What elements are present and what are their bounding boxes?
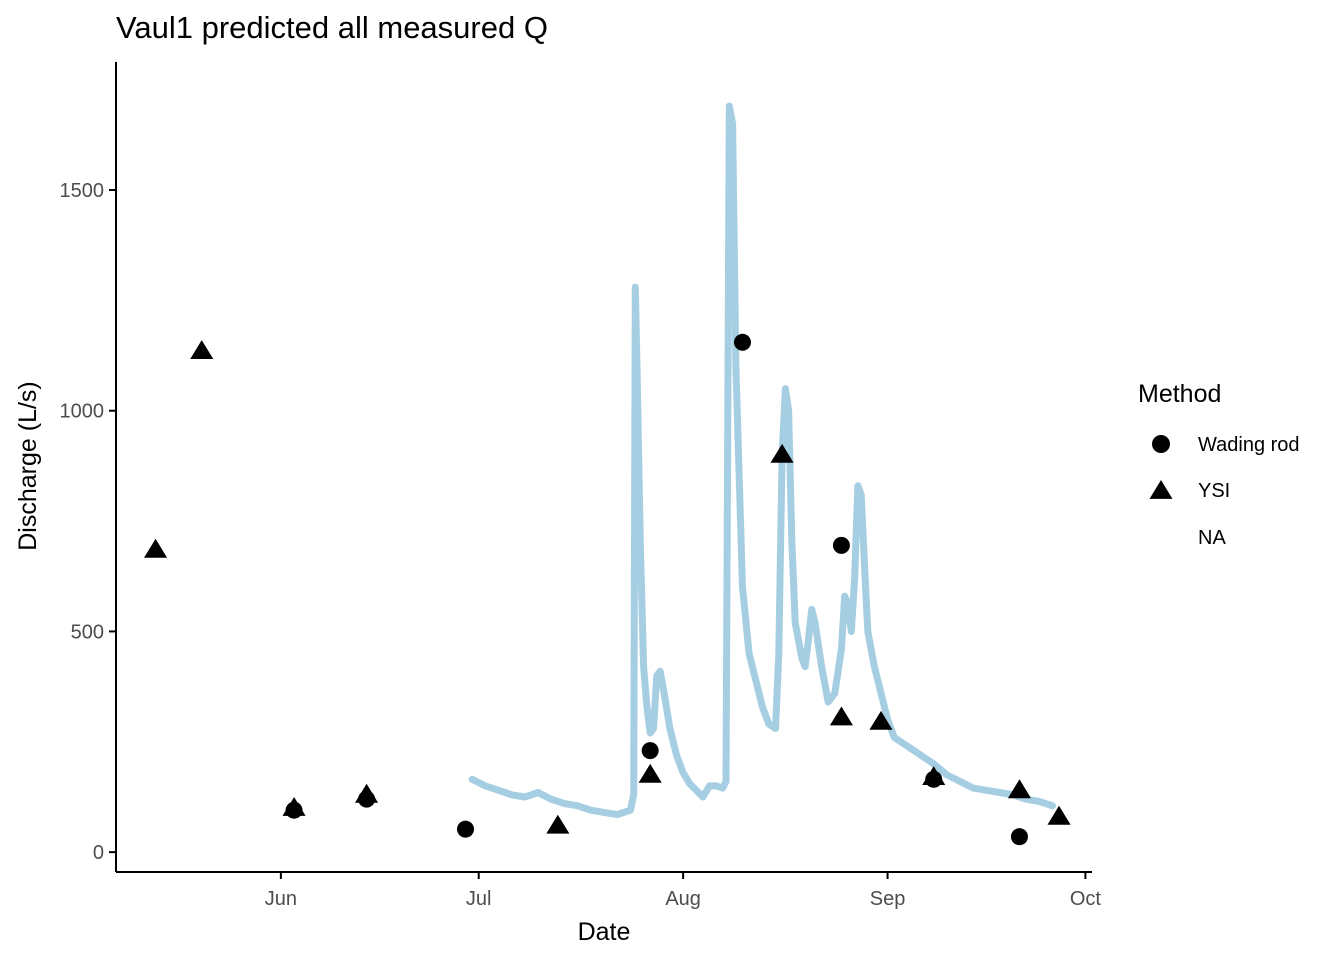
legend-title: Method xyxy=(1138,380,1221,408)
ysi-point xyxy=(144,538,168,558)
y-tick-label: 0 xyxy=(93,842,104,864)
ysi-point xyxy=(1007,779,1031,799)
x-tick-label: Aug xyxy=(665,888,701,910)
y-axis-ticks: 0 500 1000 1500 xyxy=(60,180,116,864)
x-tick-label: Sep xyxy=(870,888,906,910)
ysi-point xyxy=(355,783,379,803)
wading-rod-point xyxy=(457,820,475,838)
ysi-point xyxy=(770,443,794,463)
y-tick-label: 1500 xyxy=(60,180,105,202)
ysi-point xyxy=(1047,805,1071,825)
x-tick-label: Oct xyxy=(1070,888,1102,910)
y-tick-label: 1000 xyxy=(60,401,105,423)
x-tick-label: Jul xyxy=(466,888,492,910)
predicted-discharge-line xyxy=(468,102,1056,819)
y-tick-label: 500 xyxy=(71,621,104,643)
legend-label: YSI xyxy=(1198,480,1230,502)
legend-key-wading-rod xyxy=(1152,435,1170,453)
legend: Method Wading rod YSI NA xyxy=(1138,380,1300,549)
ysi-point xyxy=(190,340,214,359)
ysi-point xyxy=(546,814,570,834)
wading-rod-point xyxy=(1010,828,1028,846)
ysi-point xyxy=(869,710,893,730)
ysi-point xyxy=(829,706,853,726)
x-tick-label: Jun xyxy=(265,888,297,910)
ysi-point xyxy=(638,763,662,783)
ysi-point xyxy=(282,797,306,816)
ysi-point xyxy=(922,766,946,785)
x-axis-title: Date xyxy=(578,918,631,946)
legend-label: NA xyxy=(1198,527,1226,549)
legend-label: Wading rod xyxy=(1198,434,1300,456)
chart-title: Vaul1 predicted all measured Q xyxy=(116,10,548,45)
wading-rod-point xyxy=(733,333,751,351)
legend-key-ysi xyxy=(1149,480,1173,499)
x-axis-ticks: Jun Jul Aug Sep Oct xyxy=(265,872,1102,910)
plot-area xyxy=(144,102,1071,846)
y-axis-title: Discharge (L/s) xyxy=(14,381,42,551)
wading-rod-point xyxy=(641,742,659,760)
wading-rod-point xyxy=(832,536,850,554)
